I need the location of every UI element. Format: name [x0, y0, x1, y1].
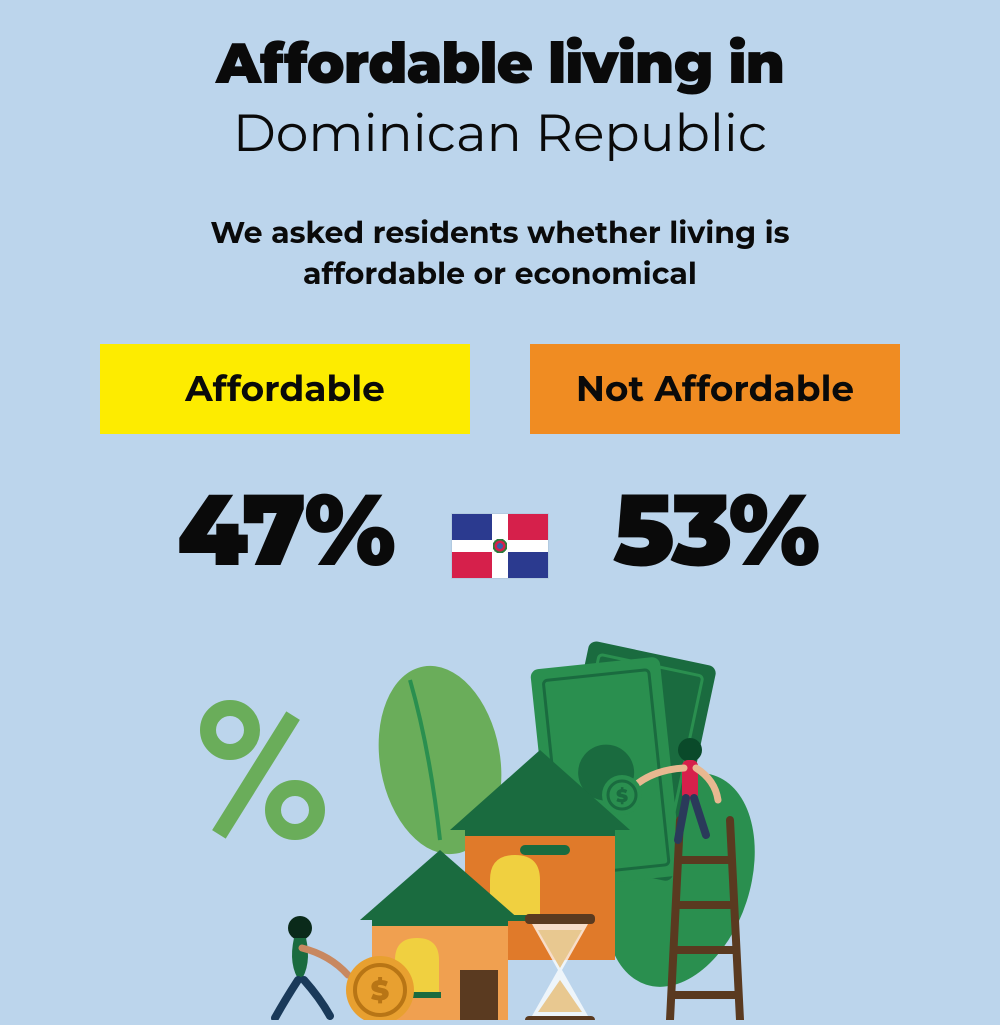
svg-text:$: $ — [616, 785, 628, 807]
flag-quadrant — [452, 552, 492, 578]
stats-row: Affordable 47% Not Affordable 53% — [0, 344, 1000, 591]
stat-not-affordable: Not Affordable 53% — [530, 344, 900, 591]
flag-quadrant — [508, 552, 548, 578]
svg-text:$: $ — [371, 974, 390, 1008]
illustration-svg: $ $ — [160, 620, 840, 1020]
title-line-1: Affordable living in — [0, 30, 1000, 98]
flag-emblem-icon — [493, 539, 507, 553]
flag-dominican-republic — [452, 514, 548, 578]
value-not-affordable: 53% — [613, 469, 818, 591]
subtitle-line-1: We asked residents whether living is — [210, 214, 789, 251]
subtitle: We asked residents whether living is aff… — [0, 213, 1000, 294]
stat-affordable: Affordable 47% — [100, 344, 470, 591]
flag-quadrant — [452, 514, 492, 540]
illustration-houses-money: $ $ — [160, 620, 840, 1020]
infographic-container: Affordable living in Dominican Republic … — [0, 0, 1000, 591]
subtitle-line-2: affordable or economical — [303, 255, 697, 292]
value-affordable: 47% — [177, 469, 393, 591]
label-not-affordable: Not Affordable — [530, 344, 900, 434]
title-line-2: Dominican Republic — [0, 102, 1000, 165]
flag-icon — [452, 514, 548, 578]
flag-quadrant — [508, 514, 548, 540]
label-affordable: Affordable — [100, 344, 470, 434]
